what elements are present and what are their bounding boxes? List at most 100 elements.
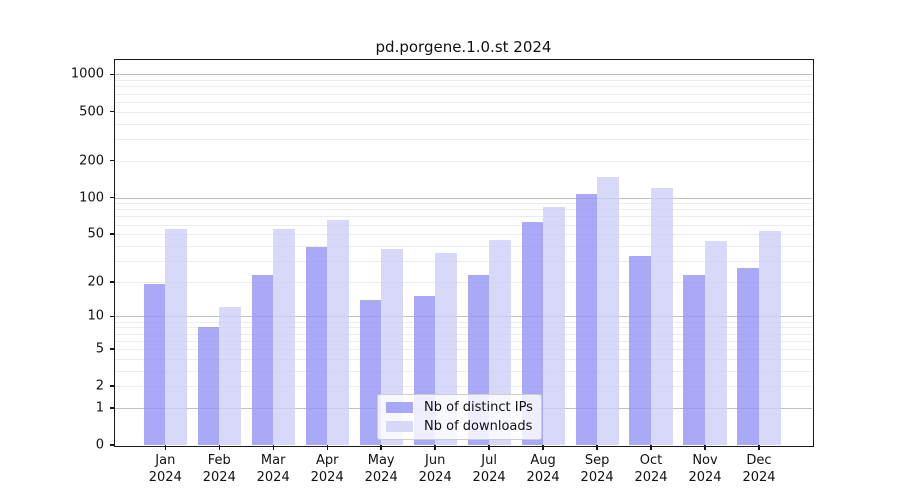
gridline-major bbox=[115, 197, 812, 199]
x-tick-month: Oct bbox=[639, 453, 663, 468]
y-tick-mark bbox=[110, 73, 115, 76]
x-tick-label: Jul 2024 bbox=[457, 452, 521, 486]
bar-may-s0 bbox=[359, 299, 382, 445]
legend-item: Nb of downloads bbox=[386, 419, 533, 434]
x-tick-mark bbox=[596, 445, 598, 450]
bar-nov-s0 bbox=[683, 274, 705, 445]
x-tick-label: Apr 2024 bbox=[295, 452, 359, 486]
x-tick-label: May 2024 bbox=[349, 452, 413, 486]
y-tick-mark bbox=[110, 348, 115, 350]
x-tick-month: Dec bbox=[746, 453, 772, 468]
y-tick-label: 100 bbox=[79, 190, 104, 205]
y-tick-label: 1 bbox=[95, 400, 104, 416]
gridline-minor bbox=[115, 327, 812, 329]
x-tick-year: 2024 bbox=[364, 470, 398, 485]
gridline-minor bbox=[115, 111, 812, 113]
legend-item: Nb of distinct IPs bbox=[386, 400, 533, 415]
plot-area: Nb of distinct IPs Nb of downloads bbox=[115, 60, 812, 445]
gridline-minor bbox=[115, 370, 812, 372]
y-tick-mark bbox=[110, 281, 115, 283]
x-tick-year: 2024 bbox=[688, 470, 722, 485]
bar-dec-s1 bbox=[759, 231, 781, 445]
x-tick-mark bbox=[542, 445, 544, 450]
x-tick-mark bbox=[326, 445, 328, 450]
bar-jul-s1 bbox=[489, 239, 511, 445]
gridline-minor bbox=[115, 245, 812, 247]
x-tick-year: 2024 bbox=[148, 470, 182, 485]
legend-label: Nb of distinct IPs bbox=[424, 400, 533, 415]
x-tick-year: 2024 bbox=[472, 470, 506, 485]
x-tick-label: Oct 2024 bbox=[619, 452, 683, 486]
x-tick-mark bbox=[164, 445, 167, 450]
bar-nov-s1 bbox=[705, 240, 727, 445]
gridline-minor bbox=[115, 93, 812, 95]
bar-feb-s0 bbox=[197, 327, 220, 445]
gridline-minor bbox=[115, 358, 812, 360]
x-tick-month: Aug bbox=[530, 453, 556, 468]
gridline-minor bbox=[115, 86, 812, 88]
bar-mar-s1 bbox=[273, 229, 295, 445]
bar-jan-s0 bbox=[143, 284, 166, 445]
x-tick-month: Feb bbox=[207, 453, 231, 468]
x-tick-month: May bbox=[367, 453, 395, 468]
x-tick-month: Nov bbox=[692, 453, 718, 468]
gridline-major bbox=[115, 74, 812, 76]
gridline-minor bbox=[115, 123, 812, 125]
y-tick-label: 5 bbox=[95, 341, 104, 357]
x-tick-year: 2024 bbox=[526, 470, 560, 485]
x-tick-year: 2024 bbox=[418, 470, 452, 485]
gridline-minor bbox=[115, 386, 812, 388]
x-tick-label: Aug 2024 bbox=[511, 452, 575, 486]
y-tick-mark bbox=[110, 444, 115, 446]
legend-label: Nb of downloads bbox=[424, 419, 533, 434]
x-tick-month: Jun bbox=[425, 453, 446, 468]
gridline-minor bbox=[115, 234, 812, 236]
gridline-minor bbox=[115, 203, 812, 205]
x-tick-label: Jun 2024 bbox=[403, 452, 467, 486]
x-tick-year: 2024 bbox=[580, 470, 614, 485]
x-tick-year: 2024 bbox=[202, 470, 236, 485]
y-tick-label: 500 bbox=[79, 104, 104, 120]
y-tick-label: 20 bbox=[87, 274, 104, 290]
legend-swatch bbox=[386, 402, 413, 413]
chart-title: pd.porgene.1.0.st 2024 bbox=[375, 38, 552, 56]
x-tick-mark bbox=[758, 445, 760, 450]
y-tick-label: 2 bbox=[95, 378, 104, 394]
bar-sep-s1 bbox=[597, 177, 619, 445]
gridline-minor bbox=[115, 281, 812, 283]
y-tick-mark bbox=[110, 110, 115, 113]
bar-sep-s0 bbox=[575, 193, 598, 445]
x-tick-month: Jul bbox=[481, 453, 497, 468]
x-tick-year: 2024 bbox=[742, 470, 776, 485]
gridline-minor bbox=[115, 321, 812, 323]
y-tick-label: 1000 bbox=[70, 66, 104, 82]
bar-oct-s1 bbox=[651, 187, 673, 445]
legend-swatch bbox=[386, 421, 413, 432]
gridline-minor bbox=[115, 101, 812, 103]
x-tick-label: Dec 2024 bbox=[727, 452, 791, 486]
gridline-minor bbox=[115, 160, 812, 162]
x-tick-month: Apr bbox=[315, 453, 339, 468]
x-tick-mark bbox=[488, 445, 490, 450]
y-tick-mark bbox=[110, 233, 115, 235]
gridline-minor bbox=[115, 216, 812, 218]
y-tick-mark bbox=[110, 196, 115, 199]
x-tick-year: 2024 bbox=[310, 470, 344, 485]
gridline-minor bbox=[115, 138, 812, 140]
gridline-minor bbox=[115, 340, 812, 342]
x-tick-year: 2024 bbox=[256, 470, 290, 485]
x-tick-mark bbox=[434, 445, 436, 450]
y-tick-label: 0 bbox=[95, 437, 104, 453]
bar-jan-s1 bbox=[165, 229, 187, 445]
x-tick-label: Feb 2024 bbox=[187, 452, 251, 486]
y-tick-mark bbox=[110, 159, 115, 162]
x-tick-month: Jan bbox=[155, 453, 176, 468]
y-tick-mark bbox=[110, 407, 115, 409]
x-tick-label: Mar 2024 bbox=[241, 452, 305, 486]
y-tick-label: 10 bbox=[87, 308, 104, 324]
bar-apr-s0 bbox=[305, 247, 328, 445]
x-tick-year: 2024 bbox=[634, 470, 668, 485]
legend: Nb of distinct IPs Nb of downloads bbox=[377, 394, 542, 440]
x-tick-label: Jan 2024 bbox=[133, 452, 197, 486]
